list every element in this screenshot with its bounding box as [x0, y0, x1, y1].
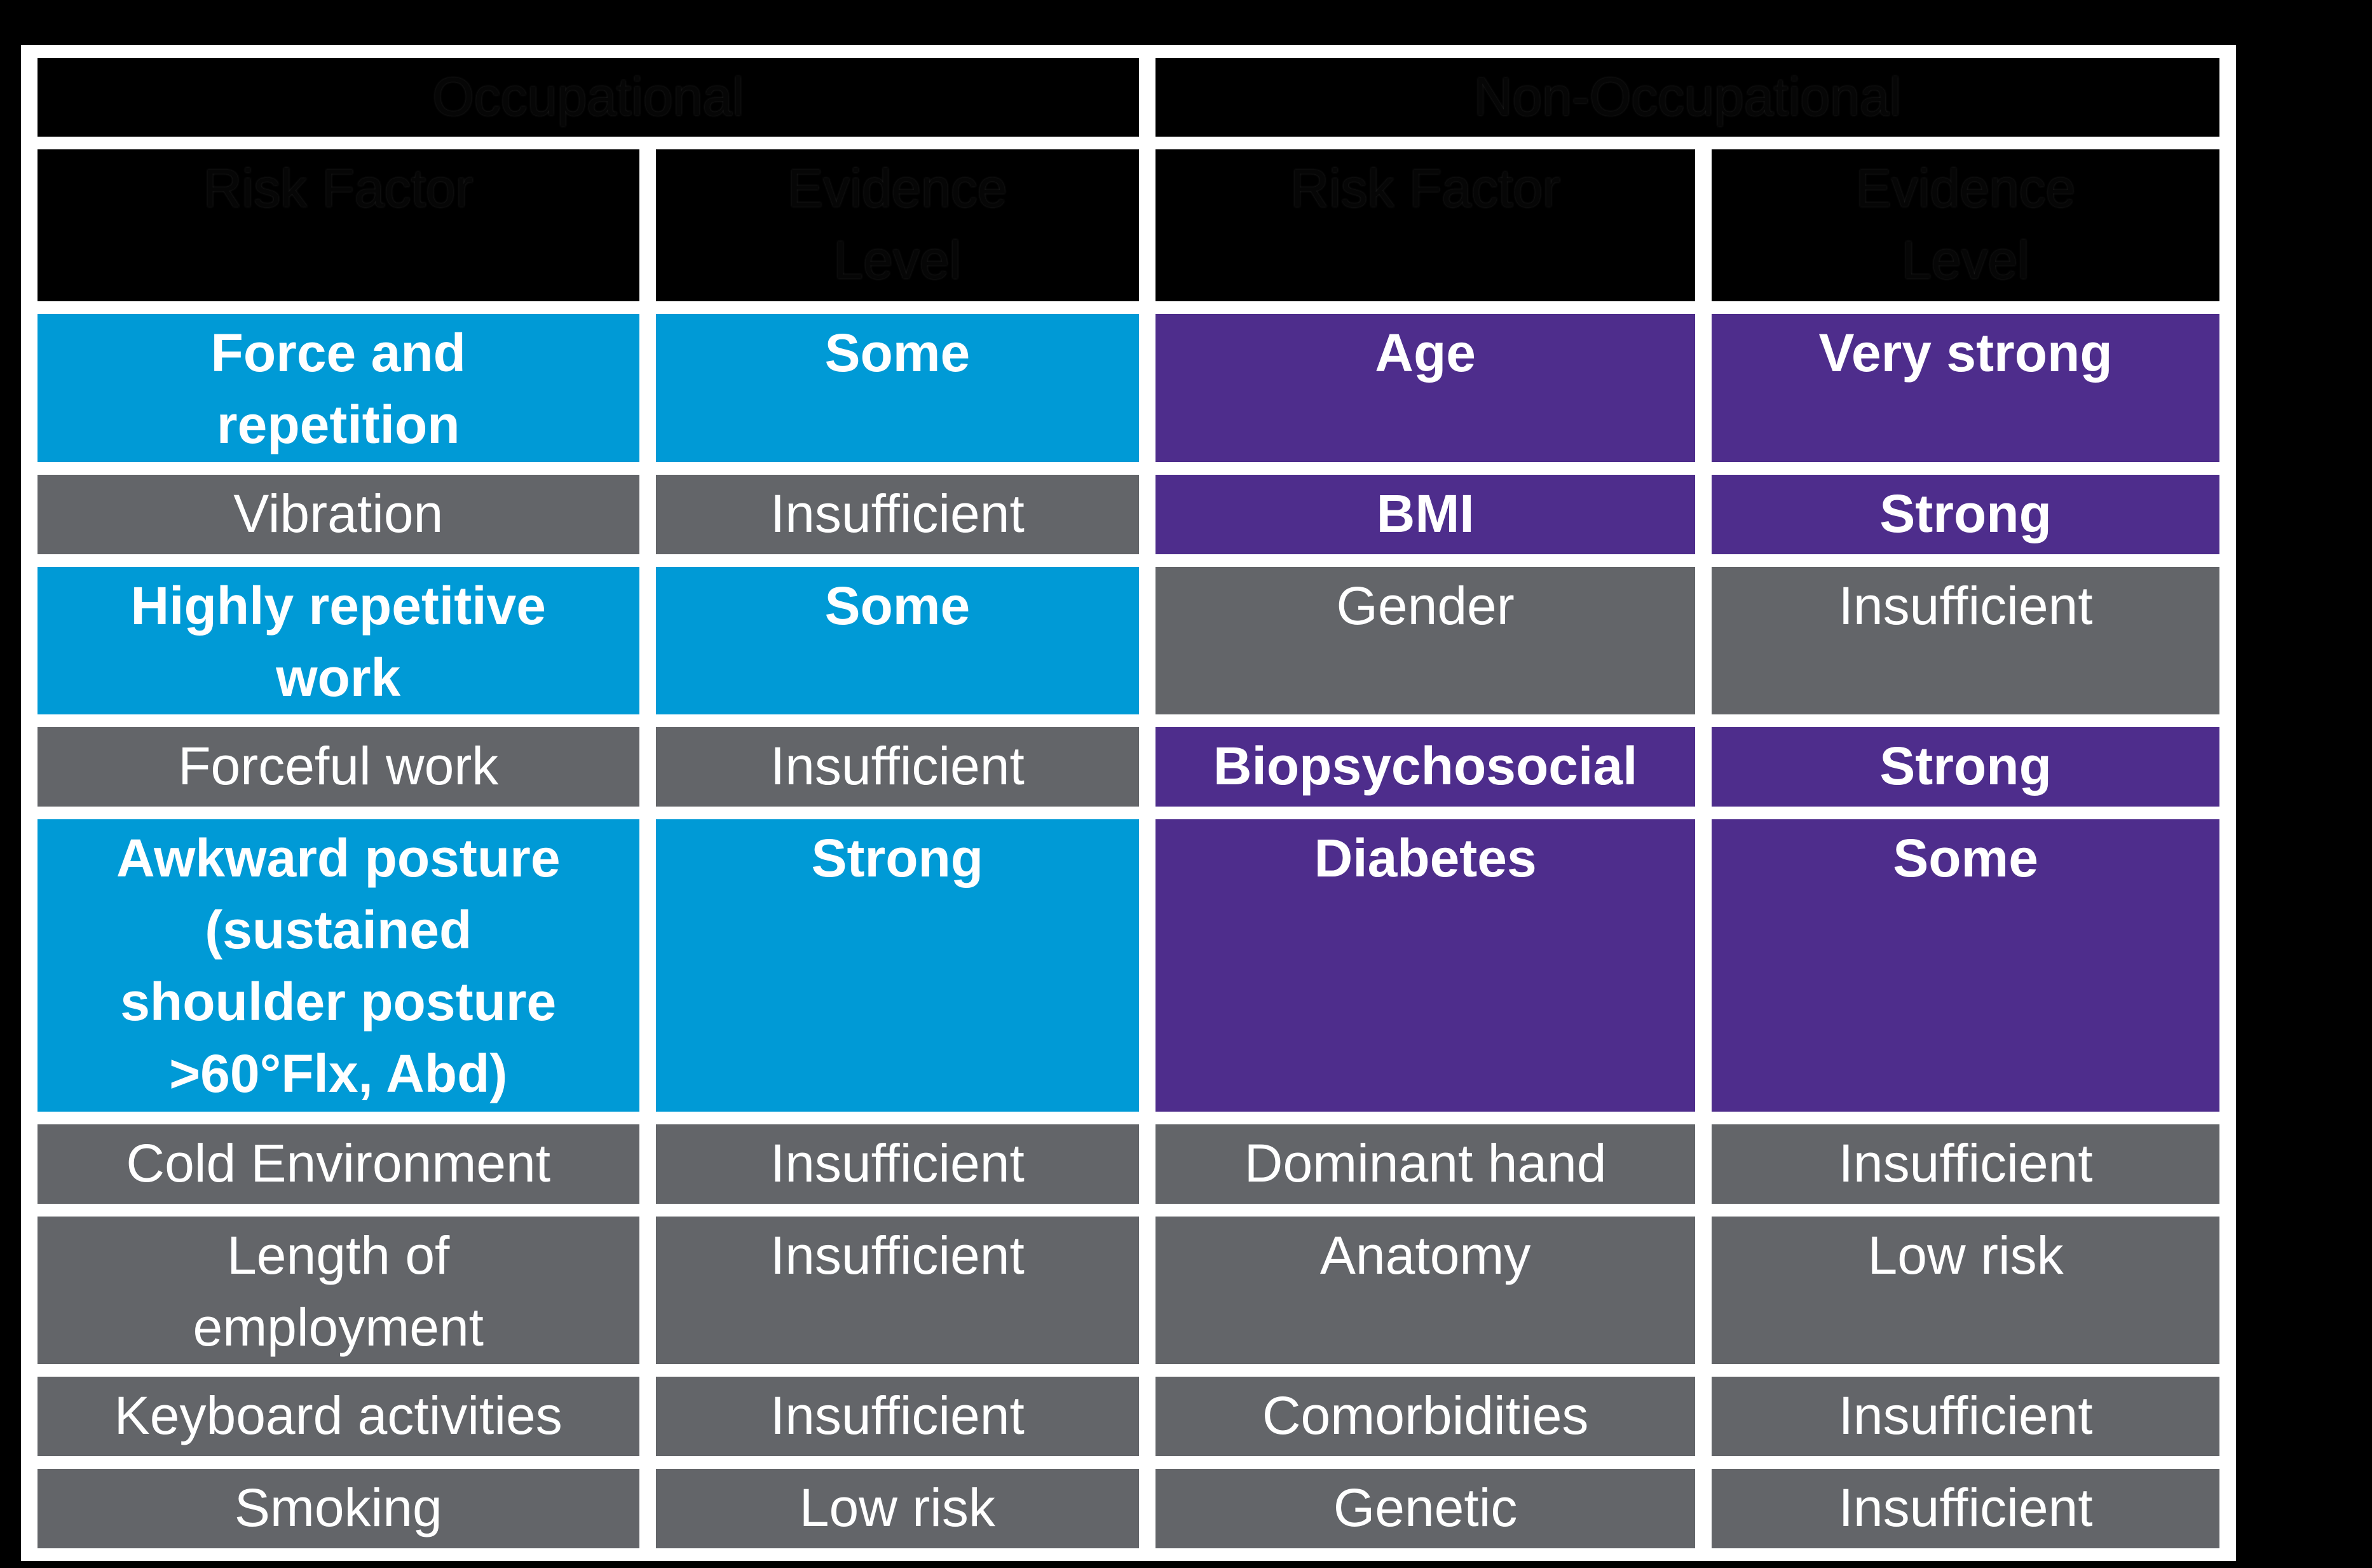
- risk-factor-cell: Comorbidities: [1155, 1377, 1696, 1457]
- evidence-level-cell: Insufficient: [655, 1124, 1140, 1204]
- table-row: Keyboard activities Insufficient Comorbi…: [37, 1377, 2219, 1457]
- risk-factor-cell: Age: [1155, 314, 1696, 462]
- table-row: Length of employment Insufficient Anatom…: [37, 1216, 2219, 1365]
- evidence-level-cell: Insufficient: [655, 727, 1140, 807]
- evidence-level-cell: Insufficient: [1712, 1469, 2219, 1548]
- table-row: Cold Environment Insufficient Dominant h…: [37, 1124, 2219, 1204]
- risk-factor-cell: Force and repetition: [37, 314, 639, 462]
- table-row: Vibration Insufficient BMI Strong: [37, 474, 2219, 554]
- risk-factor-cell: Dominant hand: [1155, 1124, 1696, 1204]
- risk-factor-cell: Awkward posture (sustained shoulder post…: [37, 819, 639, 1112]
- risk-factor-cell: BMI: [1155, 474, 1696, 554]
- evidence-level-cell: Strong: [1712, 474, 2219, 554]
- evidence-level-cell: Insufficient: [655, 474, 1140, 554]
- evidence-level-cell: Some: [1712, 819, 2219, 1112]
- evidence-level-cell: Insufficient: [655, 1216, 1140, 1365]
- risk-factor-cell: Vibration: [37, 474, 639, 554]
- evidence-level-cell: Strong: [1712, 727, 2219, 807]
- risk-factor-cell: Cold Environment: [37, 1124, 639, 1204]
- column-header-evidence-level-non-occupational: Evidence Level: [1712, 149, 2219, 302]
- column-header-risk-factor-occupational: Risk Factor: [37, 149, 639, 302]
- evidence-level-cell: Insufficient: [1712, 1124, 2219, 1204]
- risk-factor-cell: Biopsychosocial: [1155, 727, 1696, 807]
- risk-factor-cell: Smoking: [37, 1469, 639, 1548]
- risk-factor-table: Occupational Non-Occupational Risk Facto…: [21, 45, 2236, 1561]
- evidence-level-cell: Insufficient: [1712, 566, 2219, 715]
- group-header-occupational: Occupational: [37, 58, 1140, 137]
- risk-factor-cell: Gender: [1155, 566, 1696, 715]
- column-header-risk-factor-non-occupational: Risk Factor: [1155, 149, 1696, 302]
- evidence-level-cell: Low risk: [655, 1469, 1140, 1548]
- risk-factor-cell: Anatomy: [1155, 1216, 1696, 1365]
- table-row: Awkward posture (sustained shoulder post…: [37, 819, 2219, 1112]
- risk-factor-cell: Keyboard activities: [37, 1377, 639, 1457]
- risk-factor-cell: Diabetes: [1155, 819, 1696, 1112]
- evidence-level-cell: Very strong: [1712, 314, 2219, 462]
- table-row: Forceful work Insufficient Biopsychosoci…: [37, 727, 2219, 807]
- column-header-row: Risk Factor Evidence Level Risk Factor E…: [37, 149, 2219, 302]
- risk-factor-cell: Length of employment: [37, 1216, 639, 1365]
- column-header-evidence-level-occupational: Evidence Level: [655, 149, 1140, 302]
- evidence-level-cell: Insufficient: [1712, 1377, 2219, 1457]
- risk-factor-cell: Highly repetitive work: [37, 566, 639, 715]
- risk-factor-table-container: Occupational Non-Occupational Risk Facto…: [21, 45, 2236, 1561]
- table-row: Force and repetition Some Age Very stron…: [37, 314, 2219, 462]
- evidence-level-cell: Strong: [655, 819, 1140, 1112]
- risk-factor-cell: Forceful work: [37, 727, 639, 807]
- table-row: Smoking Low risk Genetic Insufficient: [37, 1469, 2219, 1548]
- group-header-row: Occupational Non-Occupational: [37, 58, 2219, 137]
- evidence-level-cell: Some: [655, 566, 1140, 715]
- risk-factor-cell: Genetic: [1155, 1469, 1696, 1548]
- table-row: Highly repetitive work Some Gender Insuf…: [37, 566, 2219, 715]
- group-header-non-occupational: Non-Occupational: [1155, 58, 2219, 137]
- evidence-level-cell: Insufficient: [655, 1377, 1140, 1457]
- evidence-level-cell: Some: [655, 314, 1140, 462]
- evidence-level-cell: Low risk: [1712, 1216, 2219, 1365]
